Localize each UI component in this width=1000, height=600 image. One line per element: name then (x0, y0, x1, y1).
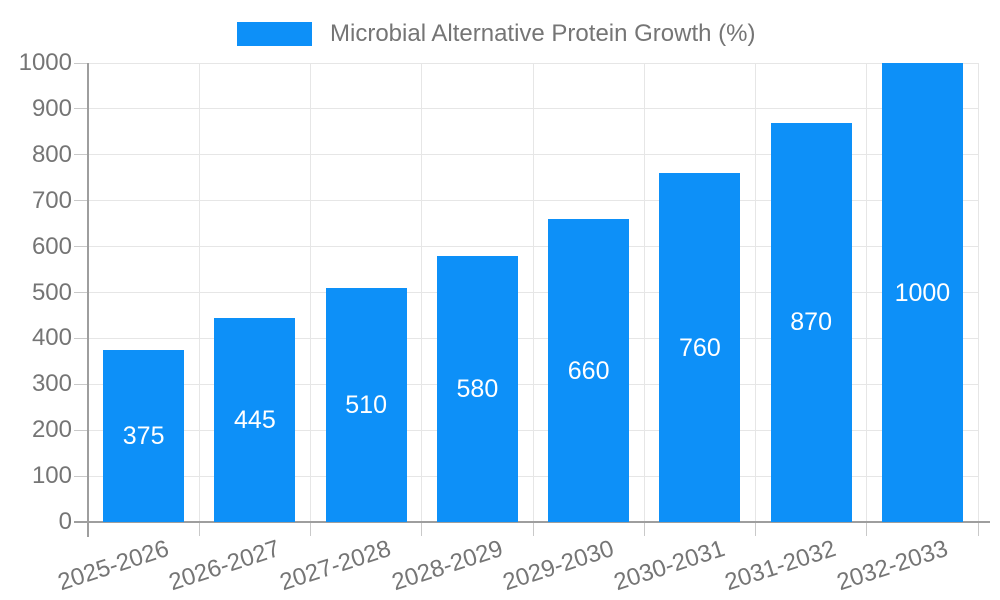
x-tick (977, 522, 979, 536)
bar-value-label: 445 (234, 405, 276, 434)
y-tick-label: 400 (31, 324, 72, 352)
y-tick (74, 246, 88, 248)
y-tick-label: 1000 (18, 49, 72, 76)
x-tick-label: 2031-2032 (721, 535, 840, 597)
x-gridline (866, 63, 868, 522)
bar-value-label: 580 (456, 374, 499, 403)
x-tick-label: 2026-2027 (165, 535, 284, 597)
legend-item[interactable]: Microbial Alternative Protein Growth (%) (237, 20, 755, 48)
x-gridline (198, 63, 200, 522)
x-tick-label: 2032-2033 (833, 535, 951, 597)
y-axis-line (87, 63, 89, 537)
x-gridline (643, 63, 645, 522)
y-tick-label: 900 (31, 94, 72, 122)
legend-swatch (237, 22, 312, 46)
bar (548, 219, 630, 522)
bar-value-label: 1000 (894, 278, 951, 307)
y-tick-label: 800 (31, 140, 72, 168)
bar (214, 317, 296, 522)
bar (103, 349, 185, 522)
x-tick (421, 522, 423, 536)
y-tick (74, 337, 88, 339)
x-axis-line (74, 521, 990, 523)
bar-value-label: 760 (679, 333, 721, 362)
y-tick (74, 475, 88, 477)
legend-label: Microbial Alternative Protein Growth (%) (330, 20, 756, 47)
bar-value-label: 870 (790, 308, 832, 337)
y-tick-label: 0 (58, 508, 72, 535)
x-tick (755, 522, 756, 536)
y-tick (74, 62, 88, 64)
x-gridline (977, 63, 979, 522)
x-tick (198, 522, 200, 536)
y-tick (74, 200, 88, 202)
x-gridline (755, 63, 756, 522)
bar (659, 173, 741, 522)
bar (770, 122, 852, 522)
x-tick-label: 2030-2031 (610, 535, 729, 597)
x-gridline (310, 63, 311, 522)
y-tick-label: 100 (31, 462, 72, 490)
bar (881, 63, 963, 522)
x-tick-label: 2029-2030 (499, 535, 617, 597)
y-tick-label: 200 (31, 416, 72, 444)
bar-value-label: 510 (345, 390, 387, 419)
x-tick-label: 2025-2026 (54, 535, 172, 597)
x-tick (310, 522, 311, 536)
y-tick (74, 429, 88, 431)
y-tick (74, 154, 88, 156)
bar-value-label: 375 (122, 421, 165, 450)
bar (325, 287, 407, 522)
y-tick (74, 108, 88, 110)
x-tick (643, 522, 645, 536)
y-tick-label: 600 (31, 232, 72, 260)
y-tick-label: 700 (31, 186, 72, 214)
x-tick (532, 522, 534, 536)
x-gridline (532, 63, 534, 522)
x-tick (866, 522, 868, 536)
bar (436, 255, 518, 522)
y-tick-label: 500 (31, 278, 72, 306)
x-tick-label: 2028-2029 (388, 535, 506, 597)
y-tick (74, 292, 88, 293)
x-tick-label: 2027-2028 (276, 535, 395, 597)
y-tick (74, 383, 88, 385)
bar-value-label: 660 (567, 356, 610, 385)
x-gridline (421, 63, 423, 522)
y-tick-label: 300 (31, 370, 72, 398)
